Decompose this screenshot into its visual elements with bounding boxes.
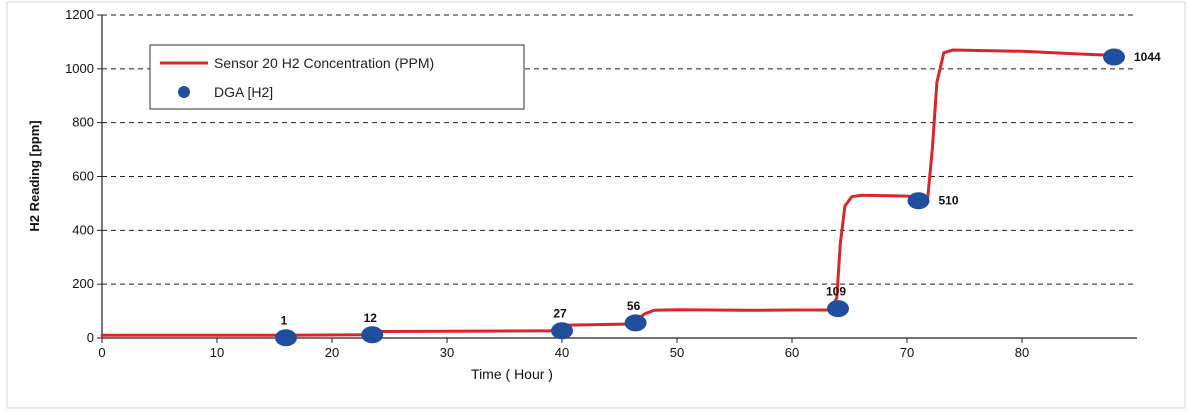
x-tick-label-6: 60 [785,345,799,360]
x-tick-label-8: 80 [1015,345,1029,360]
y-tick-label-4: 800 [72,115,94,130]
tick-labels: 0 200 400 600 800 1000 1200 0 10 20 30 40 50 60 70 80 [65,7,1029,360]
x-tick-label-5: 50 [670,345,684,360]
dga-data-label-6: 1044 [1134,50,1161,64]
dga-data-label-0: 1 [281,314,288,328]
x-tick-label-2: 20 [325,345,339,360]
x-tick-label-4: 40 [555,345,569,360]
legend-box [149,44,525,110]
x-tick-label-3: 30 [440,345,454,360]
x-tick-label-0: 0 [98,345,105,360]
x-tick-label-1: 10 [210,345,224,360]
dga-data-label-2: 27 [553,307,567,321]
y-tick-label-2: 400 [72,222,94,237]
legend-label-sensor: Sensor 20 H2 Concentration (PPM) [214,55,434,71]
dga-point-0 [275,329,297,347]
y-tick-label-0: 0 [87,330,94,345]
dga-data-label-5: 510 [939,194,959,208]
dga-point-3 [624,314,647,332]
dga-data-label-3: 56 [627,299,641,313]
dga-point-2 [551,322,573,340]
data-labels: 1 12 27 56 109 510 1044 [281,50,1161,328]
dga-point-4 [827,300,849,318]
dga-point-6 [1103,48,1125,66]
x-axis-title: Time ( Hour ) [471,366,553,382]
y-tick-label-5: 1000 [65,61,94,76]
dga-point-1 [361,326,384,344]
dga-point-5 [907,192,930,210]
y-tick-label-1: 200 [72,276,94,291]
y-tick-label-3: 600 [72,169,94,184]
dga-data-label-4: 109 [826,285,846,299]
dga-points [275,48,1125,347]
x-tick-label-7: 70 [900,345,914,360]
chart-outer-border [6,1,1186,409]
legend: Sensor 20 H2 Concentration (PPM) DGA [H2… [149,44,525,110]
y-tick-label-6: 1200 [65,7,94,22]
dga-data-label-1: 12 [364,311,378,325]
legend-label-dga: DGA [H2] [214,84,273,100]
legend-dot-swatch [178,86,190,98]
y-axis-title: H2 Reading [ppm] [27,120,42,231]
